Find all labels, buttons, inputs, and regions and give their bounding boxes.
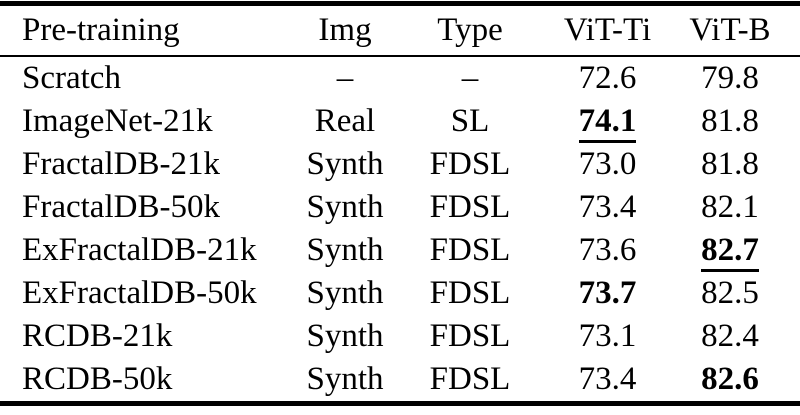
cell-vit-ti: 73.1 xyxy=(545,320,670,353)
column-header-type: Type xyxy=(437,12,503,48)
cell-vit-b: 82.1 xyxy=(670,191,790,224)
cell-vit-ti: 73.4 xyxy=(545,191,670,224)
cell-vit-b: 82.4 xyxy=(670,320,790,353)
cell-vit-b: 82.5 xyxy=(670,277,790,310)
cell-pretraining: RCDB-50k xyxy=(22,361,173,397)
vit-b-value: 79.8 xyxy=(701,60,759,96)
table-row: RCDB-50k Synth FDSL 73.4 82.6 xyxy=(0,358,800,401)
vit-b-value: 82.5 xyxy=(701,275,759,311)
cell-pretraining: ExFractalDB-21k xyxy=(22,232,257,268)
cell-type: FDSL xyxy=(429,232,511,268)
cell-vit-ti: 72.6 xyxy=(545,62,670,95)
table-top-rule xyxy=(0,1,800,6)
cell-vit-ti: 73.6 xyxy=(545,234,670,267)
table-header-row: Pre-training Img Type ViT-Ti ViT-B xyxy=(0,6,800,55)
vit-b-value: 82.1 xyxy=(701,189,759,225)
vit-b-value: 82.7 xyxy=(701,232,759,272)
cell-img: – xyxy=(336,60,354,96)
cell-img: Synth xyxy=(306,361,384,397)
table-bottom-rule xyxy=(0,401,800,406)
cell-img: Synth xyxy=(306,146,384,182)
vit-ti-value: 73.7 xyxy=(578,275,637,311)
cell-vit-b: 79.8 xyxy=(670,62,790,95)
vit-b-value: 82.4 xyxy=(701,318,759,354)
vit-ti-value: 73.1 xyxy=(578,318,637,354)
cell-img: Real xyxy=(314,103,376,139)
cell-img: Synth xyxy=(306,232,384,268)
cell-type: FDSL xyxy=(429,318,511,354)
cell-pretraining: ExFractalDB-50k xyxy=(22,275,257,311)
column-header-vit-ti: ViT-Ti xyxy=(563,12,652,48)
table-row: Scratch – – 72.6 79.8 xyxy=(0,57,800,100)
vit-ti-value: 74.1 xyxy=(578,103,637,143)
column-header-pretraining: Pre-training xyxy=(22,12,180,48)
cell-type: FDSL xyxy=(429,361,511,397)
column-header-img: Img xyxy=(318,12,372,48)
table-row: FractalDB-50k Synth FDSL 73.4 82.1 xyxy=(0,186,800,229)
table-row: RCDB-21k Synth FDSL 73.1 82.4 xyxy=(0,315,800,358)
cell-img: Synth xyxy=(306,189,384,225)
cell-type: FDSL xyxy=(429,146,511,182)
vit-ti-value: 73.4 xyxy=(578,361,637,397)
vit-b-value: 81.8 xyxy=(701,103,759,139)
vit-b-value: 81.8 xyxy=(701,146,759,182)
cell-vit-ti: 73.7 xyxy=(545,277,670,310)
cell-vit-ti: 74.1 xyxy=(545,103,670,143)
cell-vit-b: 81.8 xyxy=(670,148,790,181)
cell-vit-b: 82.7 xyxy=(670,232,790,272)
vit-b-value: 82.6 xyxy=(701,361,759,397)
cell-img: Synth xyxy=(306,318,384,354)
cell-type: FDSL xyxy=(429,189,511,225)
cell-type: – xyxy=(461,60,479,96)
cell-pretraining: FractalDB-21k xyxy=(22,146,220,182)
cell-img: Synth xyxy=(306,275,384,311)
cell-vit-b: 82.6 xyxy=(670,363,790,396)
cell-pretraining: Scratch xyxy=(22,60,121,96)
cell-pretraining: ImageNet-21k xyxy=(22,103,213,139)
column-header-vit-b: ViT-B xyxy=(689,12,771,48)
table-row: FractalDB-21k Synth FDSL 73.0 81.8 xyxy=(0,143,800,186)
cell-pretraining: FractalDB-50k xyxy=(22,189,220,225)
cell-type: SL xyxy=(450,103,490,139)
table-header-rule xyxy=(0,55,800,57)
vit-ti-value: 73.6 xyxy=(578,232,637,268)
cell-vit-ti: 73.4 xyxy=(545,363,670,396)
cell-type: FDSL xyxy=(429,275,511,311)
cell-vit-b: 81.8 xyxy=(670,105,790,138)
vit-ti-value: 73.4 xyxy=(578,189,637,225)
vit-ti-value: 72.6 xyxy=(578,60,637,96)
vit-ti-value: 73.0 xyxy=(578,146,637,182)
table-row: ExFractalDB-21k Synth FDSL 73.6 82.7 xyxy=(0,229,800,272)
cell-vit-ti: 73.0 xyxy=(545,148,670,181)
cell-pretraining: RCDB-21k xyxy=(22,318,173,354)
table-row: ExFractalDB-50k Synth FDSL 73.7 82.5 xyxy=(0,272,800,315)
table-row: ImageNet-21k Real SL 74.1 81.8 xyxy=(0,100,800,143)
